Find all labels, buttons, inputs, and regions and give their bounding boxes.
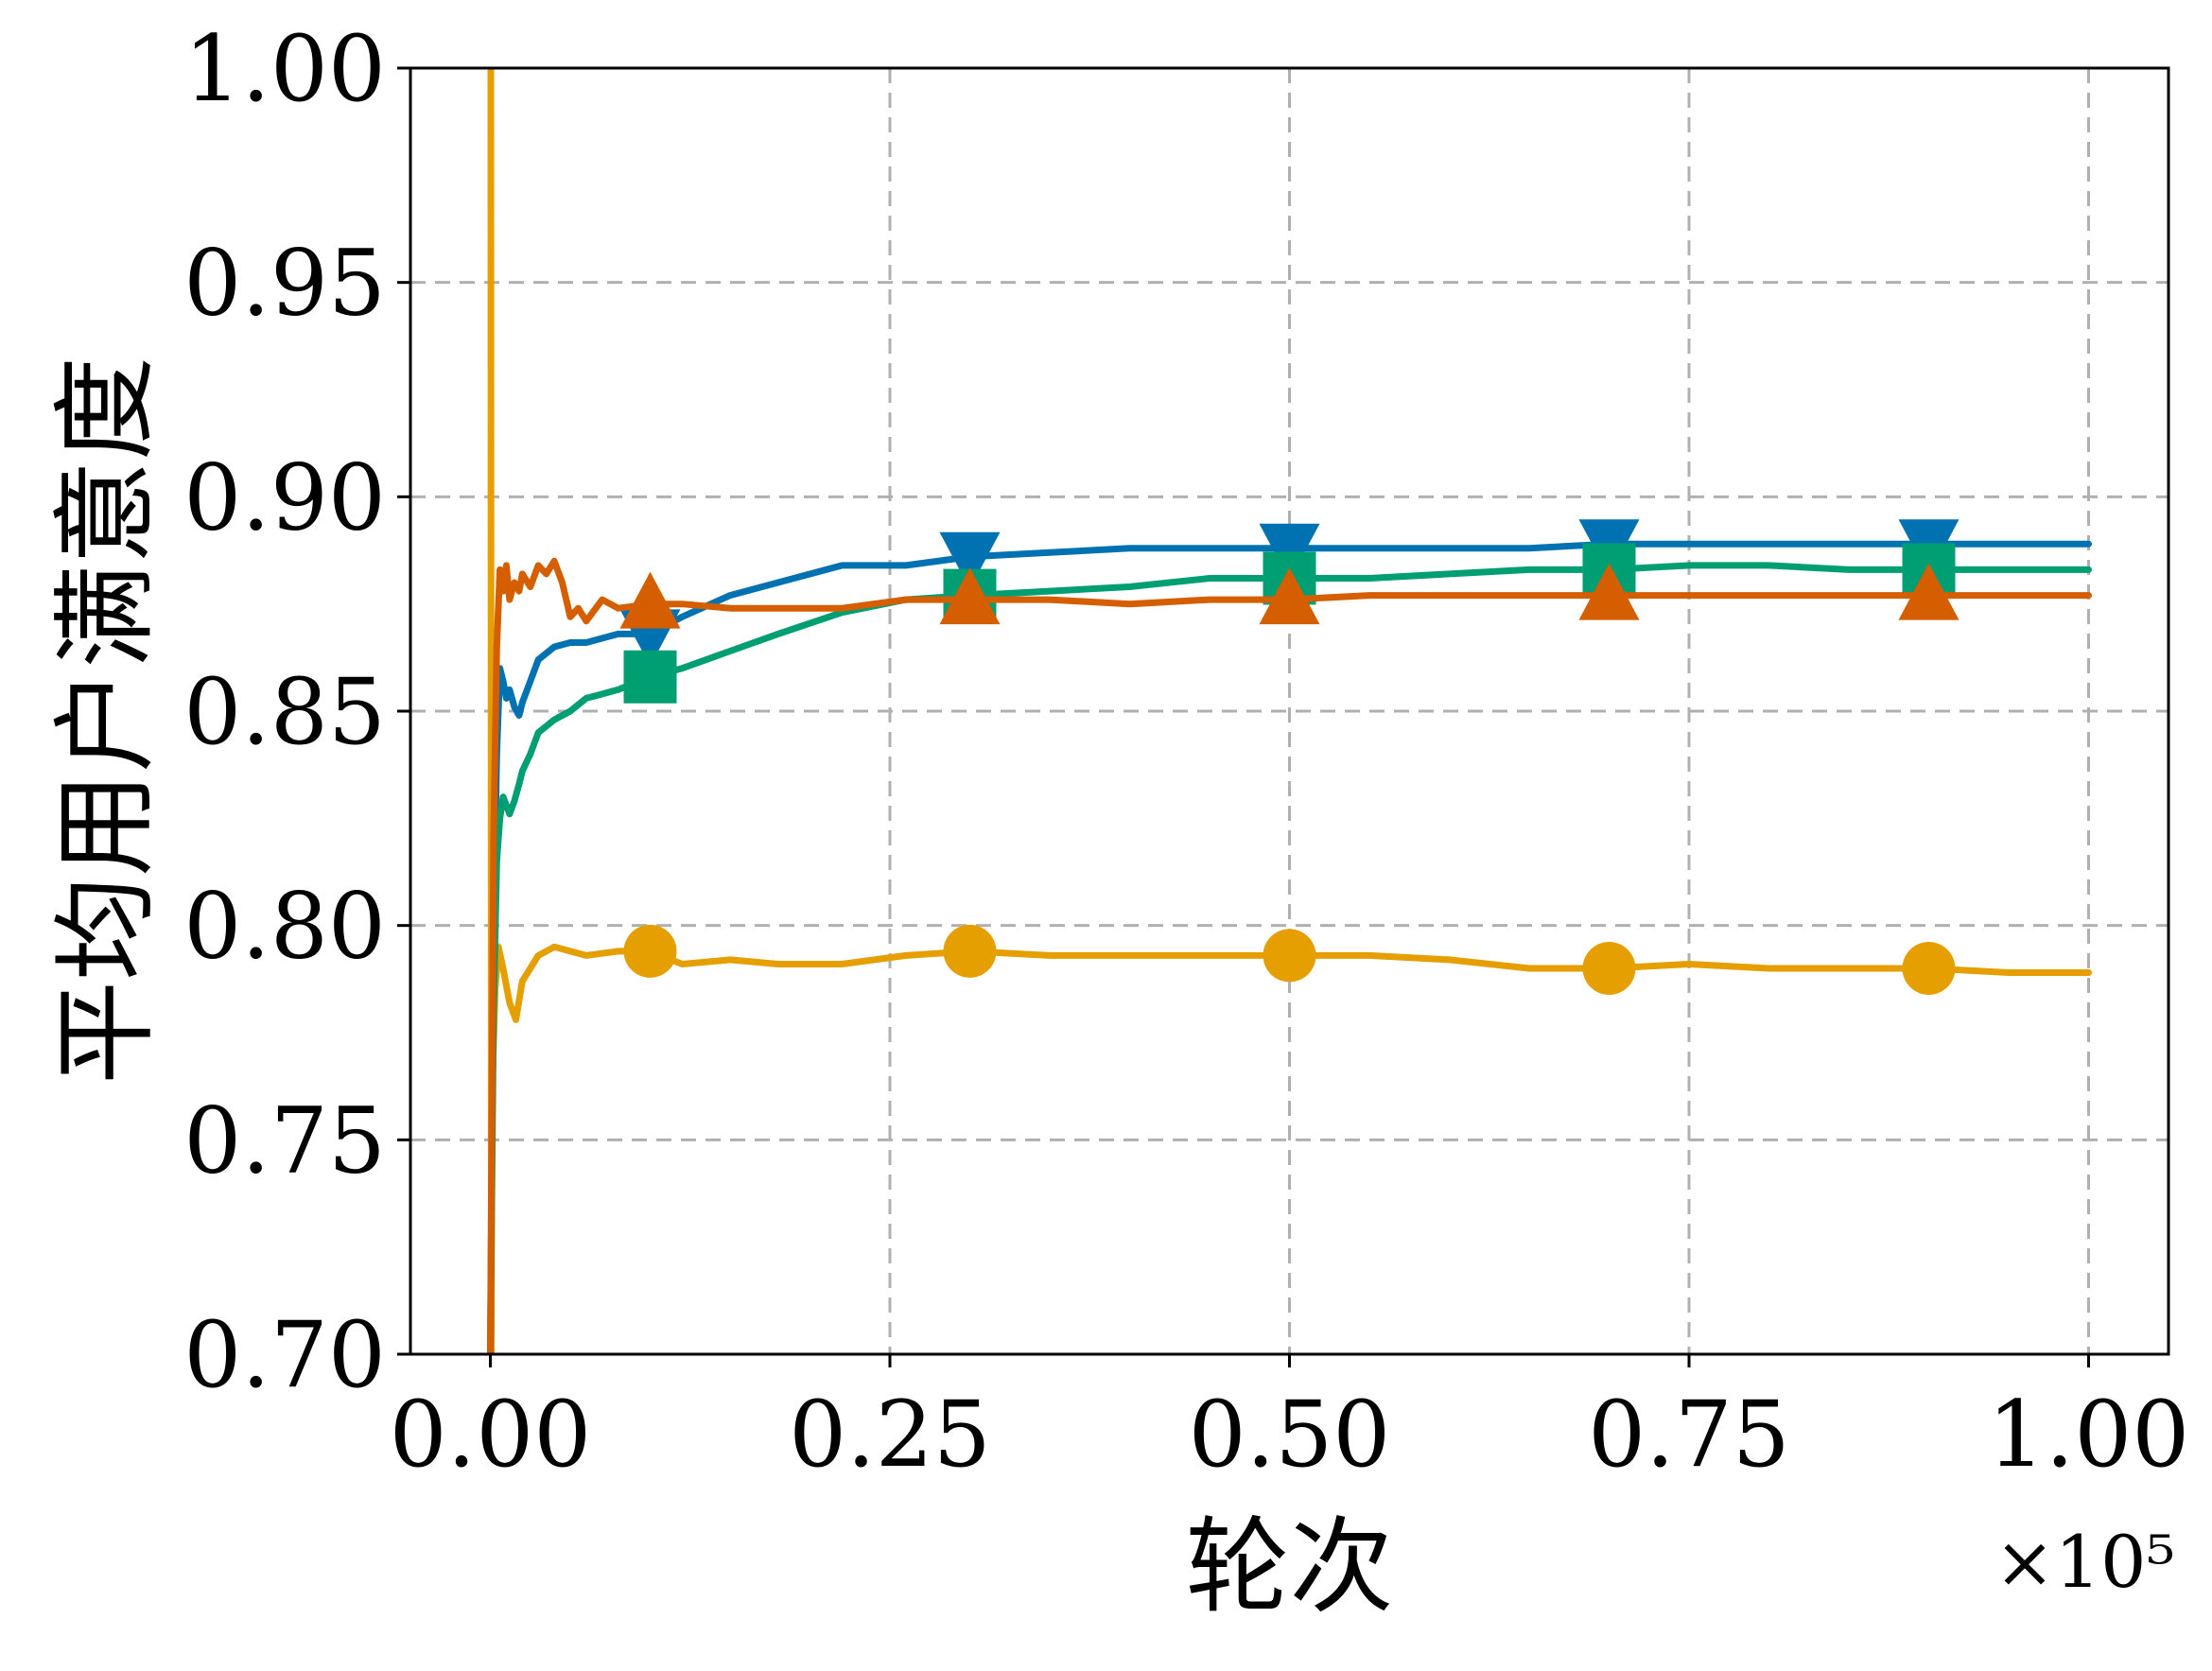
y-tick-labels: 0.70 0.75 0.80 0.85 0.90 0.95 1.00 [183, 16, 386, 1408]
series-marker [623, 924, 677, 978]
x-tick-label: 0.75 [1588, 1382, 1790, 1488]
series-marker [1898, 563, 1959, 620]
series-1 [487, 68, 2092, 1354]
series-layer [487, 68, 2092, 1354]
x-tick-label: 0.50 [1189, 1382, 1391, 1488]
y-axis-label: 平均用户满意度 [45, 357, 166, 1085]
grid-lines [410, 66, 2168, 1356]
series-marker [939, 567, 1001, 625]
series-4 [487, 557, 2092, 1354]
x-tick-label: 1.00 [1988, 1382, 2190, 1488]
series-marker [1263, 929, 1316, 983]
series-marker [939, 531, 1001, 589]
x-tick-labels: 0.00 0.25 0.50 0.75 1.00 [390, 1382, 2190, 1488]
y-tick-label: 1.00 [183, 16, 386, 122]
x-tick-label: 0.25 [789, 1382, 991, 1488]
series-marker [943, 924, 997, 978]
series-marker [1259, 567, 1320, 625]
y-tick-label: 0.90 [183, 444, 386, 550]
series-marker [1582, 942, 1636, 995]
series-marker [1902, 942, 1956, 995]
series-marker [619, 571, 681, 629]
series-marker [623, 650, 677, 704]
y-tick-label: 0.80 [183, 874, 386, 980]
x-tick-label: 0.00 [390, 1382, 592, 1488]
y-tick-label: 0.70 [183, 1302, 386, 1408]
x-axis-offset-label: ×10⁵ [1994, 1520, 2175, 1604]
y-tick-label: 0.95 [183, 231, 386, 337]
y-tick-label: 0.85 [183, 659, 386, 765]
y-tick-label: 0.75 [183, 1088, 386, 1193]
series-marker [1578, 563, 1640, 620]
tick-marks [397, 66, 2090, 1367]
x-axis-label: 轮次 [1186, 1506, 1394, 1627]
